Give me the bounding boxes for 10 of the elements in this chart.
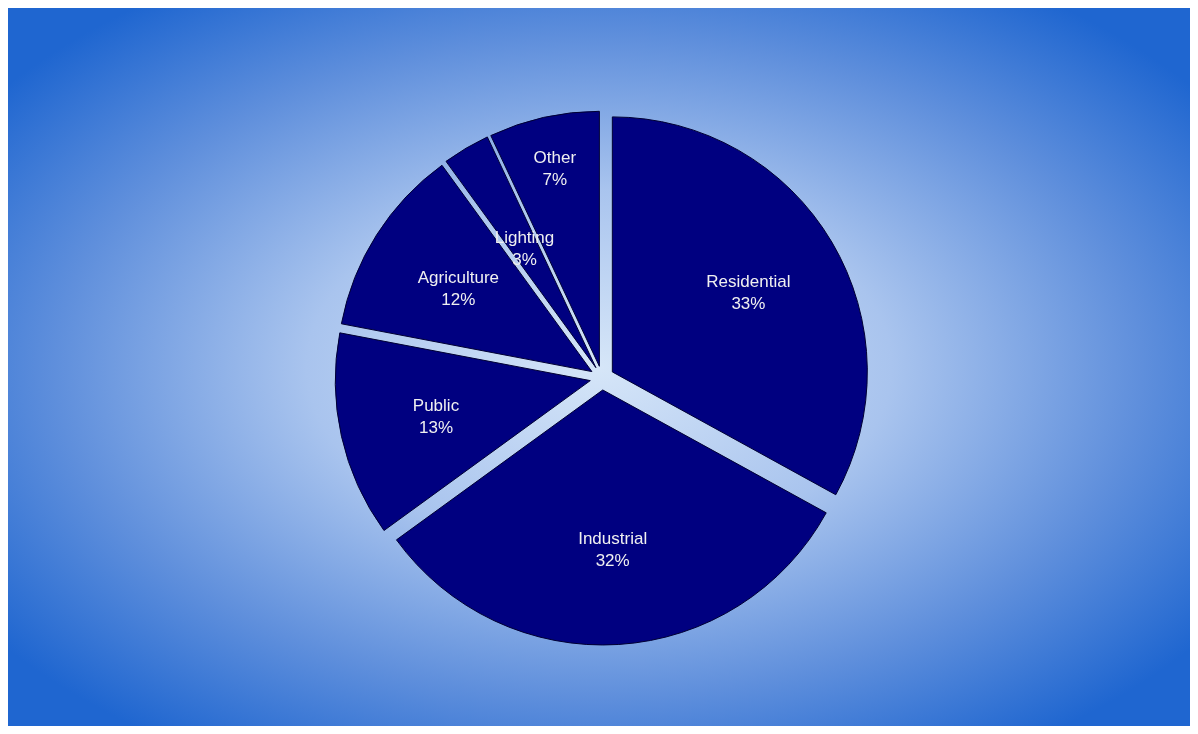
- slice-label: Other: [533, 148, 577, 168]
- slice-label: Industrial: [578, 528, 648, 548]
- data-label: 7%: [542, 170, 568, 190]
- slice-label: Agriculture: [417, 267, 500, 287]
- slice-label: Public: [412, 396, 460, 416]
- data-label: 32%: [595, 550, 630, 570]
- data-label: 13%: [418, 418, 454, 438]
- slice-label: Residential: [706, 272, 791, 292]
- data-label: 33%: [731, 294, 766, 314]
- data-label: 12%: [441, 289, 476, 309]
